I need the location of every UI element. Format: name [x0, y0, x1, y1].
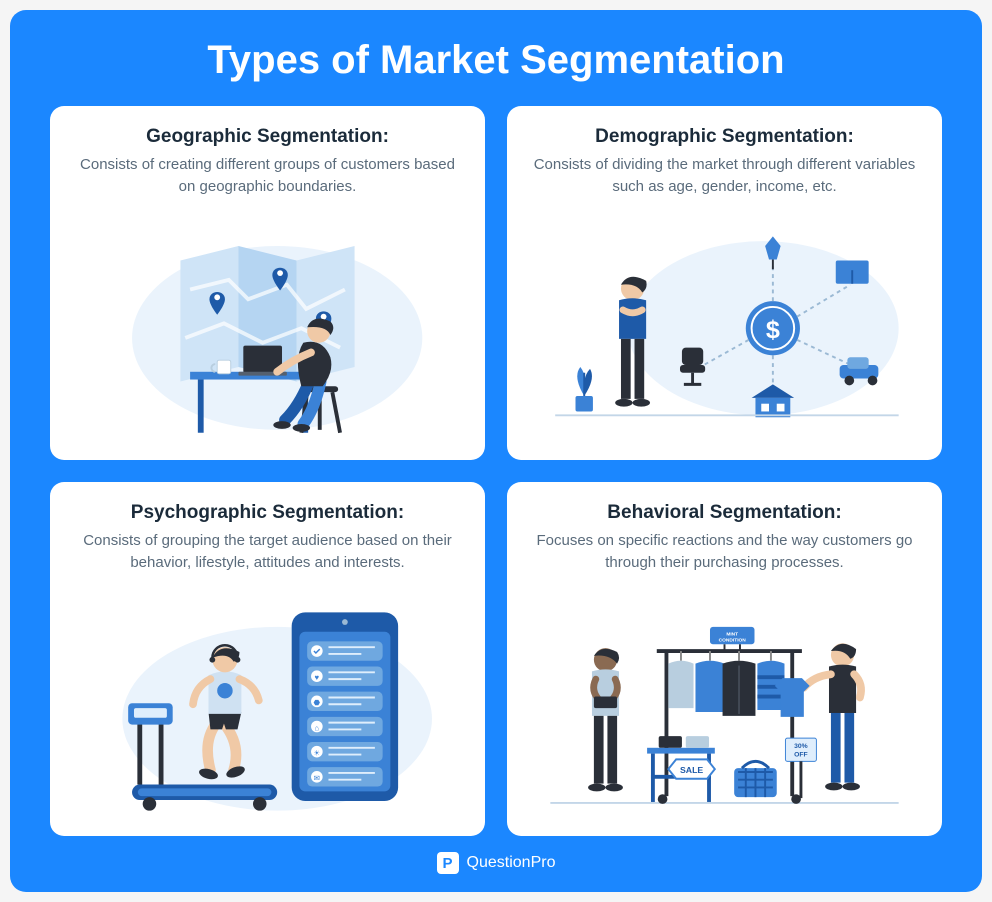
- illustration-geographic: [74, 208, 461, 449]
- card-desc: Consists of dividing the market through …: [531, 154, 918, 198]
- infographic-container: Types of Market Segmentation Geographic …: [10, 10, 982, 892]
- svg-text:SALE: SALE: [680, 764, 703, 774]
- svg-text:30%: 30%: [794, 742, 808, 749]
- card-demographic: Demographic Segmentation: Consists of di…: [507, 106, 942, 460]
- card-desc: Focuses on specific reactions and the wa…: [531, 530, 918, 574]
- svg-text:☀: ☀: [313, 748, 320, 757]
- brand-name: QuestionPro: [467, 854, 556, 872]
- svg-text:$: $: [766, 315, 780, 343]
- svg-text:⬣: ⬣: [313, 698, 320, 707]
- card-title: Geographic Segmentation:: [74, 126, 461, 148]
- card-title: Demographic Segmentation:: [531, 126, 918, 148]
- psycho-svg: ♥ ⬣ ⌂ ☀ ✉: [74, 584, 461, 825]
- brand-logo-letter: P: [443, 855, 453, 872]
- illustration-demographic: $: [531, 208, 918, 449]
- brand-logo-icon: P: [437, 852, 459, 874]
- card-geographic: Geographic Segmentation: Consists of cre…: [50, 106, 485, 460]
- card-title: Psychographic Segmentation:: [74, 502, 461, 524]
- svg-text:CONDITION: CONDITION: [719, 637, 747, 643]
- card-desc: Consists of grouping the target audience…: [74, 530, 461, 574]
- footer: P QuestionPro: [50, 852, 942, 874]
- illustration-psychographic: ♥ ⬣ ⌂ ☀ ✉: [74, 584, 461, 825]
- illustration-behavioral: MINT CONDITION: [531, 584, 918, 825]
- geo-svg: [74, 208, 461, 449]
- card-grid: Geographic Segmentation: Consists of cre…: [50, 106, 942, 836]
- behav-svg: MINT CONDITION: [531, 584, 918, 825]
- card-title: Behavioral Segmentation:: [531, 502, 918, 524]
- svg-text:✉: ✉: [314, 773, 321, 782]
- card-psychographic: Psychographic Segmentation: Consists of …: [50, 482, 485, 836]
- svg-text:♥: ♥: [315, 673, 320, 682]
- card-behavioral: Behavioral Segmentation: Focuses on spec…: [507, 482, 942, 836]
- svg-text:OFF: OFF: [794, 751, 808, 758]
- demo-svg: $: [531, 208, 918, 449]
- main-title: Types of Market Segmentation: [50, 38, 942, 82]
- svg-text:MINT: MINT: [726, 631, 738, 637]
- card-desc: Consists of creating different groups of…: [74, 154, 461, 198]
- svg-text:⌂: ⌂: [315, 723, 320, 732]
